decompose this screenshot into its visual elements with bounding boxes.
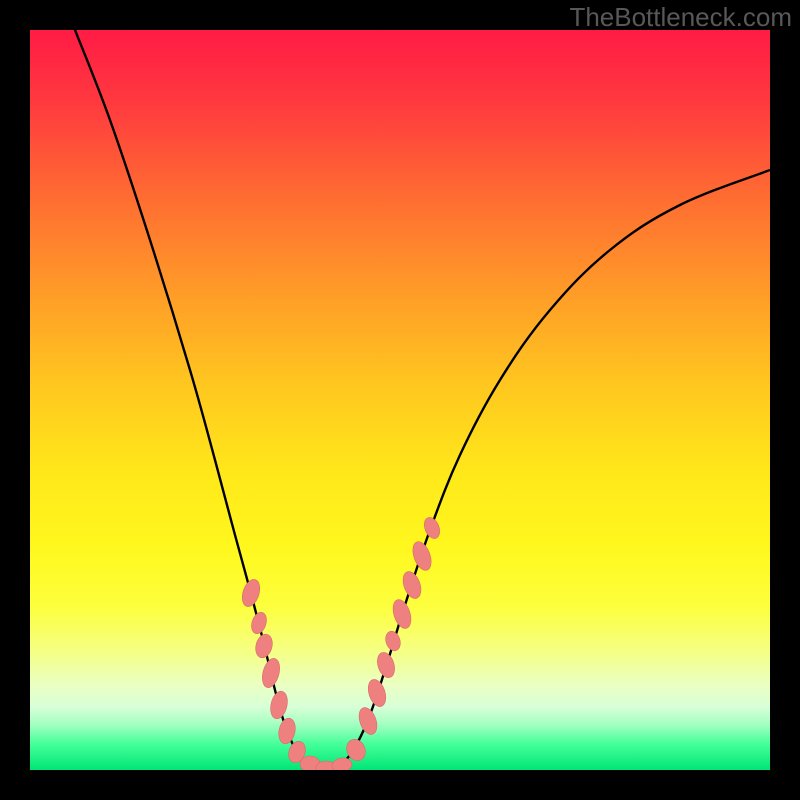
watermark-text: TheBottleneck.com <box>569 2 792 33</box>
bottleneck-chart <box>0 0 800 800</box>
gradient-background <box>30 30 770 770</box>
